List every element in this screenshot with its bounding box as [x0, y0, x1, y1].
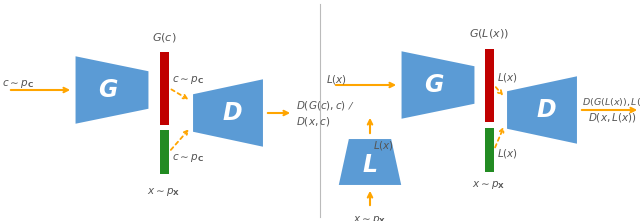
Polygon shape — [192, 78, 264, 148]
Polygon shape — [74, 55, 150, 125]
Bar — [484, 48, 493, 122]
Text: G: G — [99, 78, 118, 102]
Text: D: D — [536, 98, 556, 122]
Text: $G(c)$: $G(c)$ — [152, 32, 176, 44]
Text: $x\sim p_\mathbf{X}$: $x\sim p_\mathbf{X}$ — [353, 214, 387, 221]
Text: $D(x, c)$: $D(x, c)$ — [296, 114, 330, 128]
Text: $D(G(L(x)), L(x))$ /: $D(G(L(x)), L(x))$ / — [582, 96, 640, 108]
Text: $c\sim p_\mathbf{C}$: $c\sim p_\mathbf{C}$ — [172, 74, 204, 86]
Text: $L(x)$: $L(x)$ — [373, 139, 394, 152]
Text: $x\sim p_\mathbf{X}$: $x\sim p_\mathbf{X}$ — [147, 186, 180, 198]
Text: $L(x)$: $L(x)$ — [497, 70, 518, 84]
Text: L: L — [362, 153, 378, 177]
Text: $D(G(c), c)$ /: $D(G(c), c)$ / — [296, 99, 355, 112]
Text: D: D — [222, 101, 242, 125]
Polygon shape — [337, 138, 403, 186]
Text: $x\sim p_\mathbf{X}$: $x\sim p_\mathbf{X}$ — [472, 179, 506, 191]
Text: $c\sim p_\mathbf{C}$: $c\sim p_\mathbf{C}$ — [2, 78, 34, 90]
Text: G: G — [424, 73, 444, 97]
Text: $D(x, L(x))$: $D(x, L(x))$ — [588, 110, 637, 124]
Text: $L(x)$: $L(x)$ — [326, 72, 347, 86]
Bar — [159, 51, 168, 124]
Text: $c\sim p_\mathbf{C}$: $c\sim p_\mathbf{C}$ — [172, 152, 204, 164]
Text: $L(x)$: $L(x)$ — [497, 147, 518, 160]
Text: $G(L(x))$: $G(L(x))$ — [469, 27, 509, 40]
Bar — [484, 128, 493, 172]
Bar — [159, 130, 168, 174]
Polygon shape — [401, 50, 476, 120]
Polygon shape — [506, 75, 578, 145]
